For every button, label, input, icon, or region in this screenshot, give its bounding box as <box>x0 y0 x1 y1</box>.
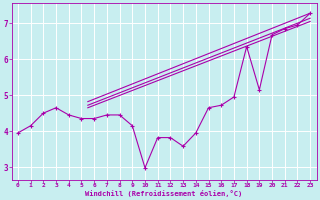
X-axis label: Windchill (Refroidissement éolien,°C): Windchill (Refroidissement éolien,°C) <box>85 190 243 197</box>
